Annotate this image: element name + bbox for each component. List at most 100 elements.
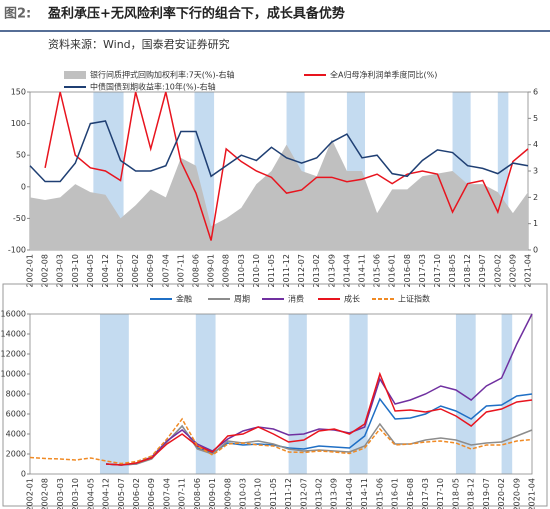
figure-label: 图2: — [4, 7, 31, 22]
x-tick-label: 2016-01 — [391, 478, 400, 509]
series-line — [29, 417, 533, 465]
x-tick-label: 2012-07 — [299, 478, 308, 509]
x-tick-label: 2009-08 — [223, 478, 232, 509]
x-tick-label: 2007-11 — [178, 478, 187, 509]
x-tick-label: 2006-09 — [147, 478, 156, 509]
x-tick-label: 2003-03 — [56, 478, 65, 509]
legend-label: 中债国债到期收益率:10年(%)-右轴 — [90, 82, 216, 92]
x-tick-label: 2005-07 — [116, 254, 125, 287]
legend-label: 银行间质押式回购加权利率:7天(%)-右轴 — [90, 70, 235, 80]
x-tick-label: 2018-12 — [467, 478, 476, 509]
legend-label: 成长 — [344, 294, 360, 304]
x-tick-label: 2004-12 — [101, 254, 110, 287]
x-tick-label: 2011-12 — [284, 478, 293, 509]
y2-tick-label: 0 — [533, 246, 538, 255]
x-tick-label: 2002-01 — [26, 254, 35, 287]
x-tick-label: 2017-03 — [421, 478, 430, 509]
x-tick-label: 2010-03 — [238, 478, 247, 509]
x-tick-label: 2018-12 — [463, 254, 472, 287]
x-tick-label: 2009-01 — [208, 478, 217, 509]
x-tick-label: 2017-10 — [436, 478, 445, 509]
highlight-band — [501, 314, 513, 474]
series-line — [29, 120, 529, 183]
y-tick-label: 10000 — [1, 370, 26, 379]
y-tick-label: 6000 — [6, 410, 26, 419]
y2-tick-label: 1 — [533, 219, 538, 228]
y-tick-label: 8000 — [6, 390, 26, 399]
x-tick-label: 2008-06 — [192, 254, 201, 287]
x-tick-label: 2014-11 — [360, 478, 369, 509]
legend-swatch — [64, 71, 86, 79]
x-tick-label: 2016-08 — [406, 478, 415, 509]
y-tick-label: 12000 — [1, 350, 26, 359]
x-tick-label: 2014-04 — [342, 254, 351, 287]
legend-label: 全A归母净利润单季度同比(%) — [330, 70, 437, 80]
x-tick-label: 2014-11 — [358, 254, 367, 287]
x-tick-label: 2018-05 — [448, 254, 457, 287]
x-tick-label: 2003-10 — [71, 478, 80, 509]
y2-tick-label: 2 — [533, 193, 538, 202]
series-line — [106, 422, 533, 466]
highlight-band — [497, 92, 509, 250]
figure-title: 盈利承压+无风险利率下行的组合下，成长具备优势 — [47, 6, 345, 22]
x-tick-label: 2008-06 — [193, 478, 202, 509]
highlight-band — [195, 314, 216, 474]
legend-label: 金融 — [176, 294, 192, 304]
x-tick-label: 2020-02 — [497, 478, 506, 509]
x-tick-label: 2021-04 — [524, 254, 533, 287]
x-tick-label: 2014-04 — [345, 478, 354, 509]
y2-tick-label: 4 — [533, 140, 538, 149]
series-line — [44, 91, 529, 241]
x-tick-label: 2012-07 — [297, 254, 306, 287]
x-tick-label: 2002-08 — [41, 478, 50, 509]
x-tick-label: 2004-05 — [86, 254, 95, 287]
highlight-band — [99, 314, 129, 474]
y2-tick-label: 3 — [533, 167, 538, 176]
series-line — [106, 313, 533, 466]
x-tick-label: 2005-07 — [117, 478, 126, 509]
x-tick-label: 2004-05 — [86, 478, 95, 509]
y2-tick-label: 6 — [533, 88, 538, 97]
x-tick-label: 2015-06 — [375, 478, 384, 509]
y-tick-label: -50 — [13, 214, 26, 223]
source: 资料来源：Wind，国泰君安证券研究 — [48, 37, 230, 51]
y2-tick-label: 5 — [533, 114, 538, 123]
x-tick-label: 2016-01 — [388, 254, 397, 287]
legend-label: 上证指数 — [398, 294, 430, 304]
x-tick-label: 2020-09 — [512, 478, 521, 509]
y-tick-label: -100 — [8, 246, 26, 255]
x-tick-label: 2003-03 — [56, 254, 65, 287]
x-tick-label: 2002-08 — [41, 254, 50, 287]
y-tick-label: 50 — [16, 151, 26, 160]
x-tick-label: 2021-04 — [528, 478, 537, 509]
y-tick-label: 0 — [21, 470, 26, 479]
legend-label: 周期 — [234, 295, 250, 304]
x-tick-label: 2013-02 — [312, 254, 321, 287]
x-tick-label: 2006-09 — [146, 254, 155, 287]
x-tick-label: 2019-07 — [482, 478, 491, 509]
y-tick-label: 4000 — [6, 430, 26, 439]
x-tick-label: 2020-09 — [508, 254, 517, 287]
x-tick-label: 2011-12 — [282, 254, 291, 287]
x-tick-label: 2013-09 — [330, 478, 339, 509]
x-tick-label: 2011-05 — [267, 254, 276, 287]
x-tick-label: 2006-02 — [131, 254, 140, 287]
area — [30, 139, 528, 250]
x-tick-label: 2007-04 — [161, 254, 170, 287]
x-tick-label: 2004-12 — [102, 478, 111, 509]
x-tick-label: 2017-03 — [418, 254, 427, 287]
x-tick-label: 2003-10 — [71, 254, 80, 287]
series-line — [106, 371, 533, 466]
y-tick-label: 0 — [21, 182, 26, 191]
legend-label: 消费 — [288, 294, 304, 304]
x-tick-label: 2007-11 — [176, 254, 185, 287]
x-tick-label: 2002-01 — [26, 478, 35, 509]
x-tick-label: 2015-06 — [373, 254, 382, 287]
x-tick-label: 2018-05 — [451, 478, 460, 509]
y-tick-label: 14000 — [1, 330, 26, 339]
x-tick-label: 2020-02 — [493, 254, 502, 287]
x-tick-label: 2013-02 — [315, 478, 324, 509]
x-tick-label: 2013-09 — [327, 254, 336, 287]
x-tick-label: 2010-10 — [252, 254, 261, 287]
